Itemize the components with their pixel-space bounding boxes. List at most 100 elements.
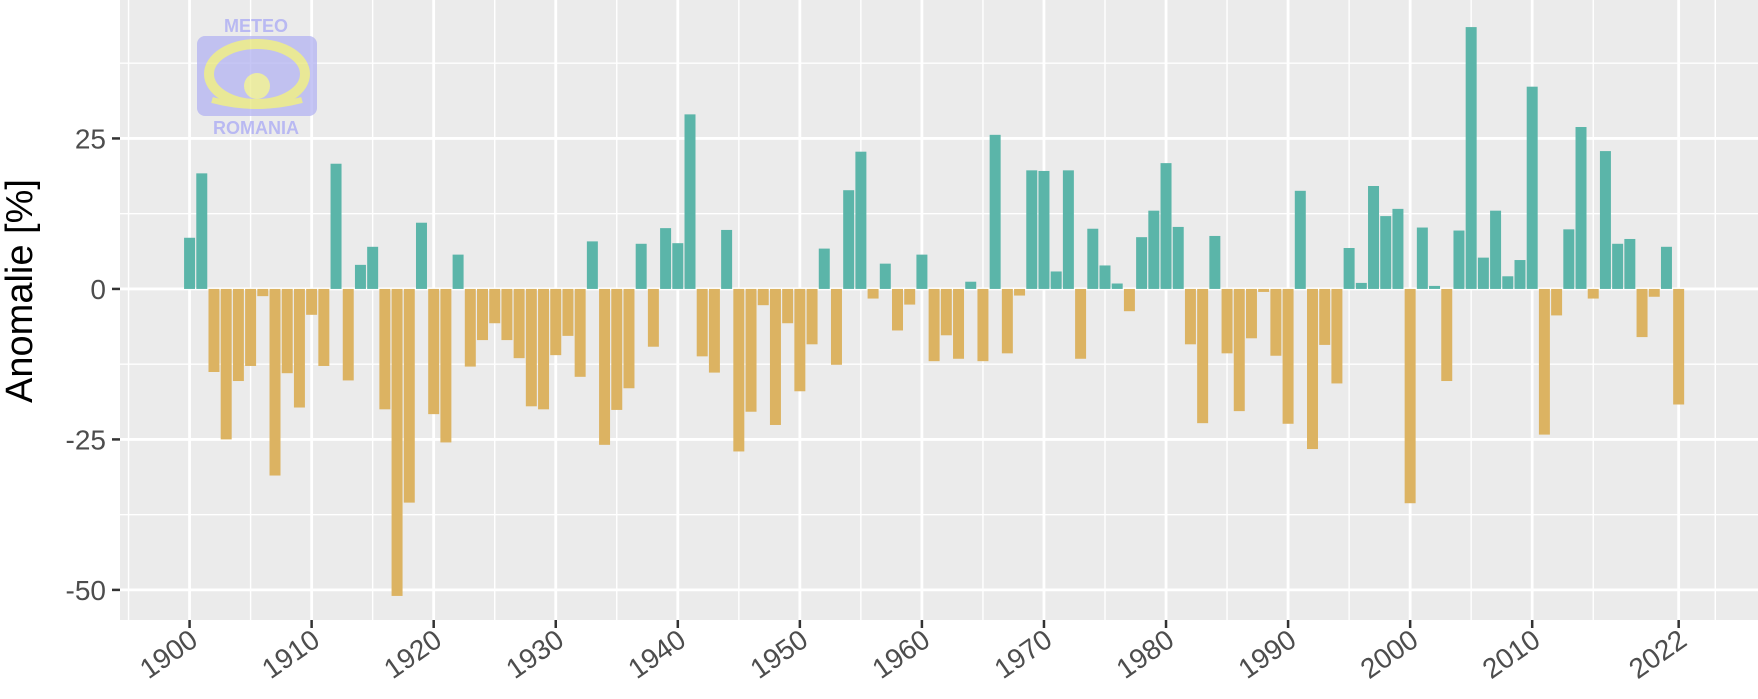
x-tick-label: 1930 <box>500 624 569 685</box>
bar-1905 <box>245 288 257 366</box>
bars <box>184 27 1685 596</box>
bar-1918 <box>403 288 415 503</box>
x-tick-label: 1920 <box>378 624 447 685</box>
bar-1965 <box>977 288 989 362</box>
x-tick-label: 1940 <box>622 624 691 685</box>
bar-1961 <box>928 288 940 362</box>
bar-1917 <box>391 288 403 596</box>
bar-1946 <box>745 288 757 412</box>
bar-1948 <box>769 288 781 425</box>
bar-1924 <box>477 288 489 341</box>
bar-1940 <box>672 243 684 289</box>
y-tick-label: -50 <box>66 575 106 606</box>
bar-1992 <box>1307 288 1318 450</box>
bar-1914 <box>354 264 366 289</box>
bar-2016 <box>1599 151 1611 289</box>
bar-1943 <box>708 288 720 373</box>
logo-sun <box>244 73 270 99</box>
bar-2014 <box>1575 127 1587 289</box>
bar-1912 <box>330 163 342 289</box>
x-tick-label: 1910 <box>256 624 325 685</box>
bar-1920 <box>428 288 440 415</box>
bar-1970 <box>1038 170 1050 289</box>
bar-1911 <box>318 288 330 366</box>
x-tick-label: 1900 <box>134 624 203 685</box>
bar-2010 <box>1526 86 1538 289</box>
bar-1907 <box>269 288 281 476</box>
bar-2017 <box>1612 243 1624 289</box>
bar-1997 <box>1368 186 1380 289</box>
bar-2009 <box>1514 260 1526 289</box>
bar-1941 <box>684 114 696 289</box>
bar-1916 <box>379 288 391 410</box>
bar-2021 <box>1660 246 1672 289</box>
bar-2001 <box>1416 227 1428 289</box>
bar-1984 <box>1209 235 1221 289</box>
bar-1982 <box>1184 288 1196 345</box>
x-tick-label: 2010 <box>1477 624 1546 685</box>
bar-2018 <box>1624 238 1636 289</box>
bar-1933 <box>586 241 598 289</box>
bar-2002 <box>1429 285 1441 289</box>
bar-1908 <box>281 288 293 374</box>
bar-1974 <box>1087 228 1099 289</box>
x-tick-label: 2022 <box>1623 624 1692 685</box>
y-tick-label: -25 <box>66 424 106 455</box>
bar-1931 <box>562 288 574 336</box>
bar-1971 <box>1050 271 1062 289</box>
bar-1999 <box>1392 208 1404 289</box>
bar-2004 <box>1453 230 1465 289</box>
bar-1994 <box>1331 288 1343 384</box>
bar-1949 <box>782 288 794 324</box>
bar-1922 <box>452 254 464 289</box>
bar-1935 <box>611 288 623 410</box>
bar-1909 <box>293 288 305 408</box>
logo-base <box>211 97 303 109</box>
logo-bottom-text: ROMANIA <box>213 118 299 138</box>
bar-1947 <box>757 288 769 306</box>
bar-1989 <box>1270 288 1282 356</box>
x-tick-label: 1970 <box>989 624 1058 685</box>
bar-1900 <box>184 237 196 289</box>
bar-2013 <box>1563 229 1575 289</box>
bar-1921 <box>440 288 452 443</box>
bar-1995 <box>1343 248 1355 289</box>
bar-1958 <box>892 288 903 331</box>
bar-1956 <box>867 288 879 299</box>
bar-2000 <box>1404 288 1416 504</box>
bar-1906 <box>257 288 269 297</box>
bar-2003 <box>1441 288 1453 382</box>
bar-1972 <box>1062 170 1074 289</box>
bar-1964 <box>965 281 977 289</box>
y-tick-label: 25 <box>75 123 106 154</box>
bar-1976 <box>1111 283 1123 289</box>
bar-1962 <box>940 288 952 336</box>
bar-1985 <box>1221 288 1233 354</box>
bar-2019 <box>1636 288 1648 338</box>
bar-2008 <box>1502 276 1514 289</box>
bar-1928 <box>525 288 537 407</box>
bar-1993 <box>1319 288 1331 345</box>
bar-1955 <box>855 151 867 289</box>
bar-2006 <box>1477 257 1489 289</box>
bar-1926 <box>501 288 513 341</box>
bar-1967 <box>1001 288 1013 354</box>
bar-1902 <box>208 288 220 372</box>
bar-1986 <box>1233 288 1245 412</box>
bar-1979 <box>1148 210 1160 289</box>
bar-1953 <box>830 288 842 365</box>
bar-1915 <box>367 246 379 289</box>
x-tick-label: 1990 <box>1233 624 1302 685</box>
bar-1973 <box>1075 288 1087 359</box>
bar-1963 <box>953 288 965 359</box>
bar-1981 <box>1172 226 1184 289</box>
logo-top-text: METEO <box>224 16 288 36</box>
bar-1978 <box>1136 237 1148 289</box>
bar-1954 <box>843 190 855 289</box>
bar-1950 <box>794 288 806 392</box>
bar-1904 <box>232 288 244 382</box>
bar-1990 <box>1282 288 1294 424</box>
bar-1988 <box>1258 288 1270 292</box>
bar-1969 <box>1026 170 1038 289</box>
